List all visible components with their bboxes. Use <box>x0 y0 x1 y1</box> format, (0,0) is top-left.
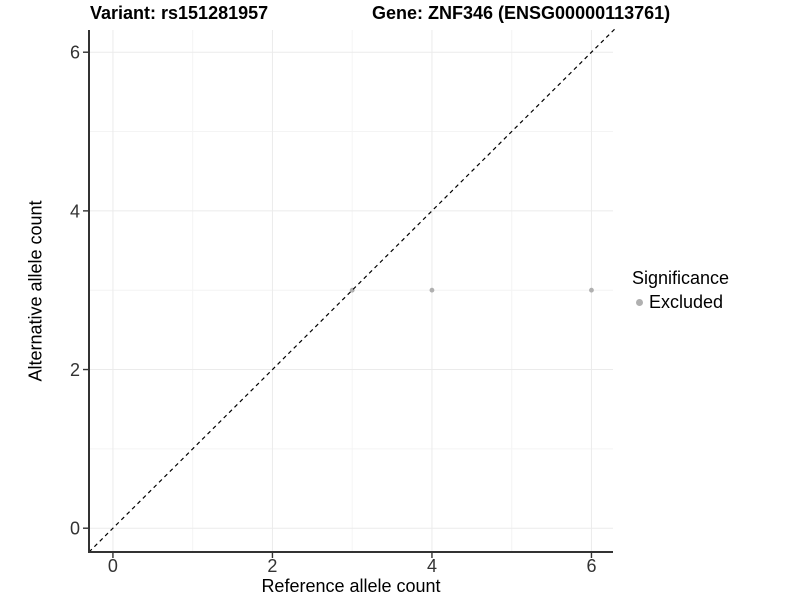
legend-title: Significance <box>632 268 730 288</box>
x-tick-label: 6 <box>586 556 596 576</box>
legend-item-excluded: Excluded <box>632 292 729 313</box>
excluded-point-swatch <box>636 299 643 306</box>
x-tick-label: 2 <box>267 556 277 576</box>
y-tick-label: 0 <box>70 519 80 539</box>
data-point <box>429 287 435 293</box>
y-tick-label: 6 <box>70 43 80 63</box>
x-tick-label: 4 <box>427 556 437 576</box>
y-tick-label: 2 <box>70 360 80 380</box>
data-point <box>589 287 594 293</box>
identity-line <box>88 28 616 553</box>
legend-item-label: Excluded <box>649 292 724 312</box>
y-tick-label: 4 <box>70 201 80 221</box>
plot-title-gene: Gene: ZNF346 (ENSG00000113761) <box>372 3 671 23</box>
x-axis-title: Reference allele count <box>261 576 441 596</box>
x-tick-label: 0 <box>108 556 118 576</box>
plot-title-variant: Variant: rs151281957 <box>90 3 269 23</box>
y-axis-title-text: Alternative allele count <box>25 200 46 382</box>
legend: Significance Excluded <box>632 268 729 313</box>
